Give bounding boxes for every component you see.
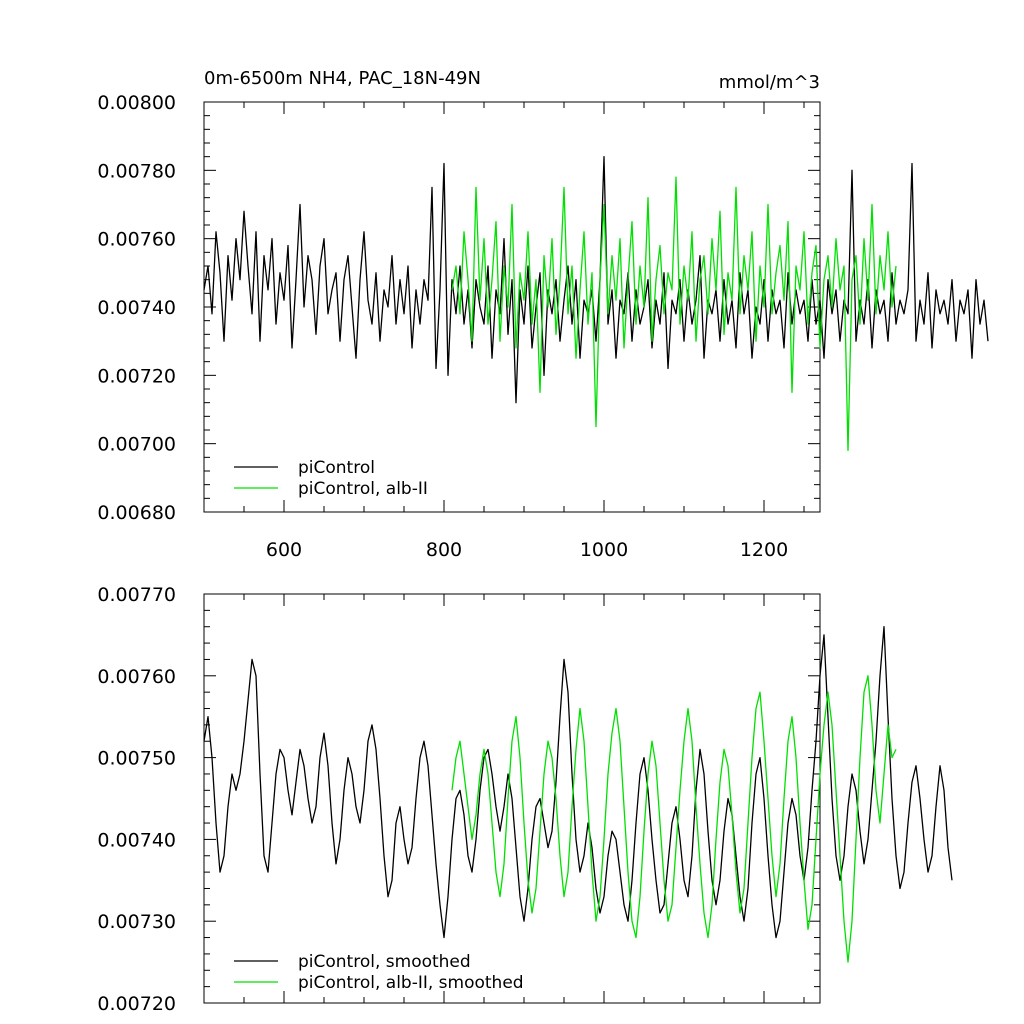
y-tick-label: 0.00680 xyxy=(97,502,176,524)
y-tick-label: 0.00750 xyxy=(97,748,176,770)
legend-label: piControl, alb-II xyxy=(298,479,428,499)
y-tick-label: 0.00760 xyxy=(97,229,176,251)
y-tick-label: 0.00740 xyxy=(97,297,176,319)
plot-frame xyxy=(203,101,821,513)
x-tick-label: 800 xyxy=(426,539,462,561)
x-tick-label: 600 xyxy=(266,539,302,561)
y-tick-label: 0.00700 xyxy=(97,434,176,456)
y-tick-label: 0.00800 xyxy=(97,92,176,114)
y-tick-label: 0.00740 xyxy=(97,829,176,851)
x-tick-label: 1200 xyxy=(740,539,788,561)
upper-panel-title: 0m-6500m NH4, PAC_18N-49N xyxy=(204,68,481,89)
y-tick-label: 0.00770 xyxy=(97,584,176,606)
series-line-picontrol xyxy=(203,626,953,939)
plot-frame xyxy=(203,593,821,1004)
lower-panel: 0.00720 0.00730 0.00740 0.00750 0.00760 0.007… xyxy=(97,584,953,1015)
upper-panel: 0m-6500m NH4, PAC_18N-49N mmol/m^3 600 80… xyxy=(97,68,989,561)
y-tick-label: 0.00780 xyxy=(97,160,176,182)
legend-label: piControl, alb-II, smoothed xyxy=(298,973,524,993)
x-tick-label: 1000 xyxy=(580,539,628,561)
series-line-picontrol-alb-ii xyxy=(451,176,897,452)
y-tick-label: 0.00760 xyxy=(97,666,176,688)
y-tick-label: 0.00720 xyxy=(97,365,176,387)
legend-label: piControl, smoothed xyxy=(298,952,471,972)
legend-label: piControl xyxy=(298,458,375,478)
series-line-picontrol-alb-ii xyxy=(451,675,897,963)
upper-panel-units: mmol/m^3 xyxy=(719,72,820,93)
y-tick-label: 0.00720 xyxy=(97,993,176,1015)
y-tick-label: 0.00730 xyxy=(97,911,176,933)
series-line-picontrol xyxy=(203,156,989,404)
